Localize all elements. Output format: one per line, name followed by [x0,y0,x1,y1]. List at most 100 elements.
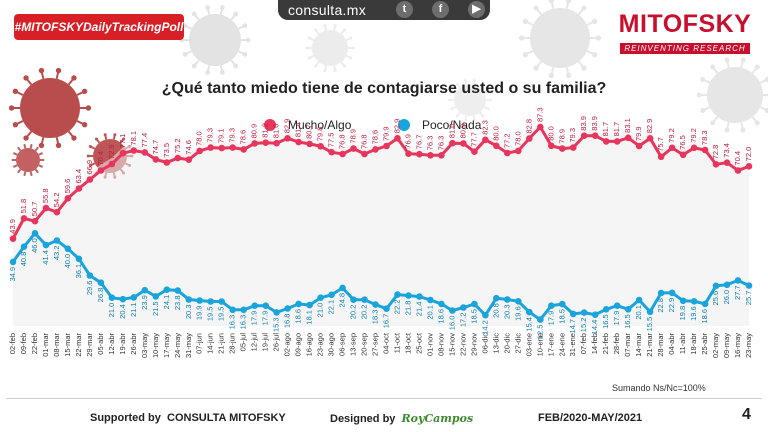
data-label-mucho-58: 82.9 [645,119,654,134]
point-poco-62 [690,298,698,305]
x-tick-label-17: 07-jun [195,333,204,354]
point-poco-13 [152,293,160,300]
point-poco-58 [646,308,654,316]
x-tick-label-62: 18-abr [689,333,698,355]
legend-swatch-poco [398,119,410,131]
data-label-mucho-53: 83.9 [590,116,599,131]
data-label-poco-19: 19.5 [217,307,226,322]
data-label-poco-60: 22.9 [667,298,676,313]
point-mucho-15 [174,154,182,162]
chart-title: ¿Qué tanto miedo tiene de contagiarse us… [161,80,607,97]
point-poco-9 [108,294,116,302]
data-label-poco-45: 20.3 [502,305,511,320]
x-tick-label-48: 10-ene [535,333,544,356]
footer-divider [6,398,762,399]
point-mucho-56 [624,134,632,142]
x-tick-label-19: 21-jun [217,333,226,354]
point-mucho-47 [526,135,533,142]
data-label-mucho-7: 66.9 [85,160,94,175]
youtube-icon[interactable]: ▶ [468,1,485,18]
x-tick-label-63: 25-abr [700,333,709,355]
x-tick-label-54: 21-feb [601,333,610,354]
x-tick-label-2: 22-feb [30,333,39,354]
point-poco-40 [449,307,456,314]
x-tick-label-22: 12-jul [250,333,259,352]
x-tick-label-29: 30-ago [327,333,336,356]
point-poco-7 [86,272,94,279]
data-label-poco-51: 14.7 [568,319,577,334]
data-label-poco-61: 19.8 [678,306,687,321]
data-label-mucho-48: 87.3 [535,107,544,122]
supported-prefix: Supported by [90,412,161,424]
x-tick-label-4: 08-mar [52,333,61,357]
data-label-poco-9: 21.0 [107,303,116,318]
x-tick-label-60: 04-abr [667,333,676,355]
point-poco-64 [712,282,720,290]
data-label-mucho-55: 81.7 [612,122,621,137]
data-label-mucho-67: 72.0 [744,147,753,162]
point-poco-16 [185,296,193,303]
data-label-poco-23: 17.9 [261,311,270,326]
point-mucho-16 [185,156,193,163]
supported-by: Supported by CONSULTA MITOFSKY [90,412,286,424]
data-label-mucho-46: 78.0 [513,131,522,146]
point-poco-27 [306,301,313,309]
x-tick-label-47: 03-ene [524,333,533,356]
twitter-icon[interactable]: t [396,1,413,18]
point-poco-65 [723,281,731,289]
site-link[interactable]: consulta.mx [288,2,366,18]
data-label-poco-63: 18.6 [700,309,709,324]
point-poco-50 [559,300,566,308]
x-tick-label-66: 16-may [733,333,742,358]
x-tick-label-37: 25-oct [414,332,423,354]
point-poco-63 [701,300,709,308]
point-poco-12 [141,286,149,294]
data-label-poco-36: 21.8 [403,301,412,316]
data-label-poco-34: 16.7 [381,314,390,329]
data-label-poco-49: 17.9 [546,311,555,326]
x-tick-label-51: 31-ene [568,333,577,356]
point-poco-47 [526,308,533,316]
x-tick-label-14: 17-may [162,333,171,358]
point-mucho-31 [350,145,357,152]
data-label-poco-16: 20.3 [184,305,193,320]
data-label-mucho-15: 75.2 [173,138,182,153]
data-label-poco-21: 16.3 [239,315,248,330]
data-label-mucho-42: 77.7 [469,132,478,147]
point-mucho-63 [701,146,709,154]
x-tick-label-35: 11-oct [392,332,401,353]
data-label-poco-14: 24.1 [162,295,171,310]
x-tick-label-32: 20-sep [359,333,368,356]
point-mucho-38 [427,152,434,159]
data-label-poco-65: 26.0 [722,290,731,305]
data-label-poco-3: 41.4 [41,250,50,265]
legend-item-mucho: Mucho/Algo [264,118,351,132]
x-tick-label-5: 15-mar [63,333,72,357]
point-poco-59 [657,289,665,297]
data-label-mucho-29: 77.5 [327,133,336,148]
x-tick-label-7: 29-mar [85,333,94,357]
x-tick-label-64: 02-may [711,333,720,358]
point-mucho-25 [284,135,291,142]
point-mucho-37 [416,150,423,158]
point-mucho-62 [690,144,698,152]
point-poco-46 [515,298,522,305]
point-poco-57 [635,296,643,304]
data-label-mucho-41: 80.9 [458,124,467,139]
point-poco-25 [284,305,291,312]
data-label-poco-0: 34.9 [8,267,17,282]
point-poco-33 [372,301,379,308]
facebook-icon[interactable]: f [432,1,449,18]
point-poco-28 [317,294,324,302]
point-mucho-32 [361,150,368,158]
point-mucho-57 [635,142,643,150]
point-poco-17 [196,297,203,304]
point-mucho-20 [229,144,236,151]
x-tick-label-21: 05-jul [239,333,248,352]
point-poco-53 [591,311,599,319]
data-label-mucho-37: 76.7 [414,135,423,150]
point-mucho-61 [679,151,687,159]
point-mucho-30 [339,150,346,158]
x-tick-label-52: 07-feb [579,333,588,354]
point-mucho-0 [9,235,17,242]
